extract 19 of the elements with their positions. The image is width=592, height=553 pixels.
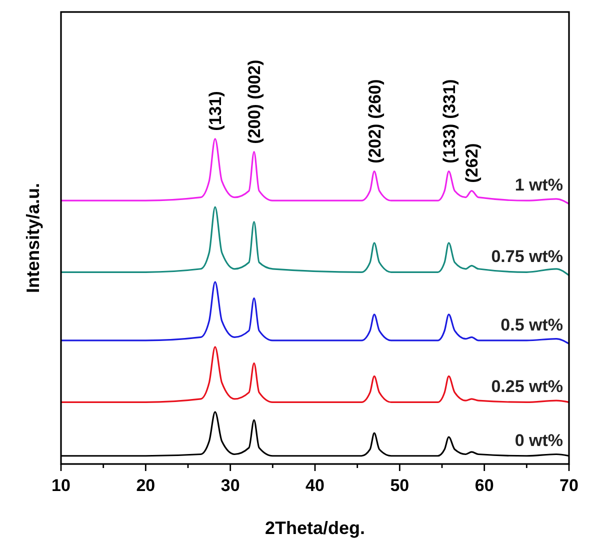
series-label: 0.25 wt%: [491, 377, 563, 396]
x-tick-label: 10: [52, 476, 70, 495]
annotation: (131): [206, 91, 226, 131]
x-tick-label: 60: [474, 476, 494, 495]
x-tick-label: 20: [136, 476, 156, 495]
x-tick-label: 30: [220, 476, 240, 495]
series-label: 0.5 wt%: [500, 315, 563, 334]
annotation: (262): [462, 143, 482, 183]
annotation: (202) (260): [365, 79, 384, 164]
y-axis-title: Intensity/a.u.: [23, 182, 43, 294]
annotation: (200) (002): [245, 60, 264, 144]
x-tick-label: 40: [306, 476, 324, 495]
series-label: 1 wt%: [514, 176, 563, 195]
x-tick-label: 50: [390, 476, 410, 495]
series-label: 0 wt%: [514, 430, 563, 450]
x-axis-title: 2Theta/deg.: [264, 518, 366, 538]
series-label: 0.75 wt%: [491, 247, 563, 266]
annotation: (133) (331): [440, 79, 459, 164]
x-tick-label: 70: [560, 476, 578, 495]
